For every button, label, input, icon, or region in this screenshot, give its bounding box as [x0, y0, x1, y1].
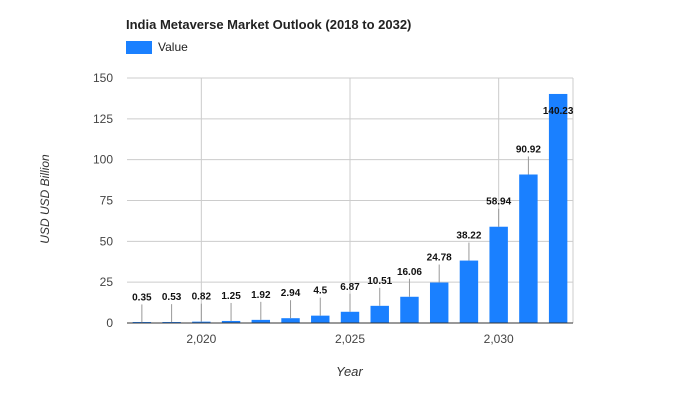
y-tick-label: 50	[100, 234, 114, 248]
bar	[251, 319, 271, 323]
legend-swatch	[126, 40, 152, 54]
data-label: 16.06	[397, 267, 422, 278]
y-tick-label: 0	[106, 316, 113, 330]
bar	[311, 315, 330, 323]
data-label: 1.92	[251, 290, 271, 301]
bar	[459, 260, 479, 323]
data-label: 24.78	[427, 253, 452, 264]
bar	[221, 320, 241, 323]
x-axis-title: Year	[336, 364, 363, 379]
data-label: 0.35	[132, 292, 152, 303]
x-tick-label: 2,030	[484, 332, 514, 346]
data-label: 58.94	[486, 197, 511, 208]
chart-title: India Metaverse Market Outlook (2018 to …	[126, 17, 412, 32]
legend: Value	[126, 40, 188, 54]
data-label: 2.94	[281, 288, 301, 299]
data-label: 90.92	[516, 144, 541, 155]
bar	[340, 311, 360, 323]
data-label: 10.51	[367, 276, 392, 287]
bar	[192, 321, 211, 323]
data-label: 6.87	[340, 282, 360, 293]
bar	[548, 93, 568, 323]
data-label: 0.53	[162, 292, 182, 303]
data-label: 1.25	[221, 291, 241, 302]
data-label: 140.23	[543, 106, 574, 117]
y-tick-label: 100	[93, 153, 113, 167]
legend-label: Value	[158, 40, 188, 54]
bar	[400, 296, 419, 323]
bar	[370, 305, 389, 323]
y-tick-label: 125	[93, 112, 113, 126]
y-tick-label: 75	[100, 194, 114, 208]
data-label: 0.82	[192, 292, 212, 303]
data-label: 38.22	[456, 231, 481, 242]
bar	[519, 174, 538, 323]
y-tick-label: 150	[93, 71, 113, 85]
x-tick-label: 2,020	[186, 332, 216, 346]
x-tick-label: 2,025	[335, 332, 365, 346]
bar	[489, 226, 508, 323]
bar	[281, 318, 300, 323]
bar	[429, 282, 449, 323]
y-tick-label: 25	[100, 275, 114, 289]
data-label: 4.5	[313, 286, 327, 297]
